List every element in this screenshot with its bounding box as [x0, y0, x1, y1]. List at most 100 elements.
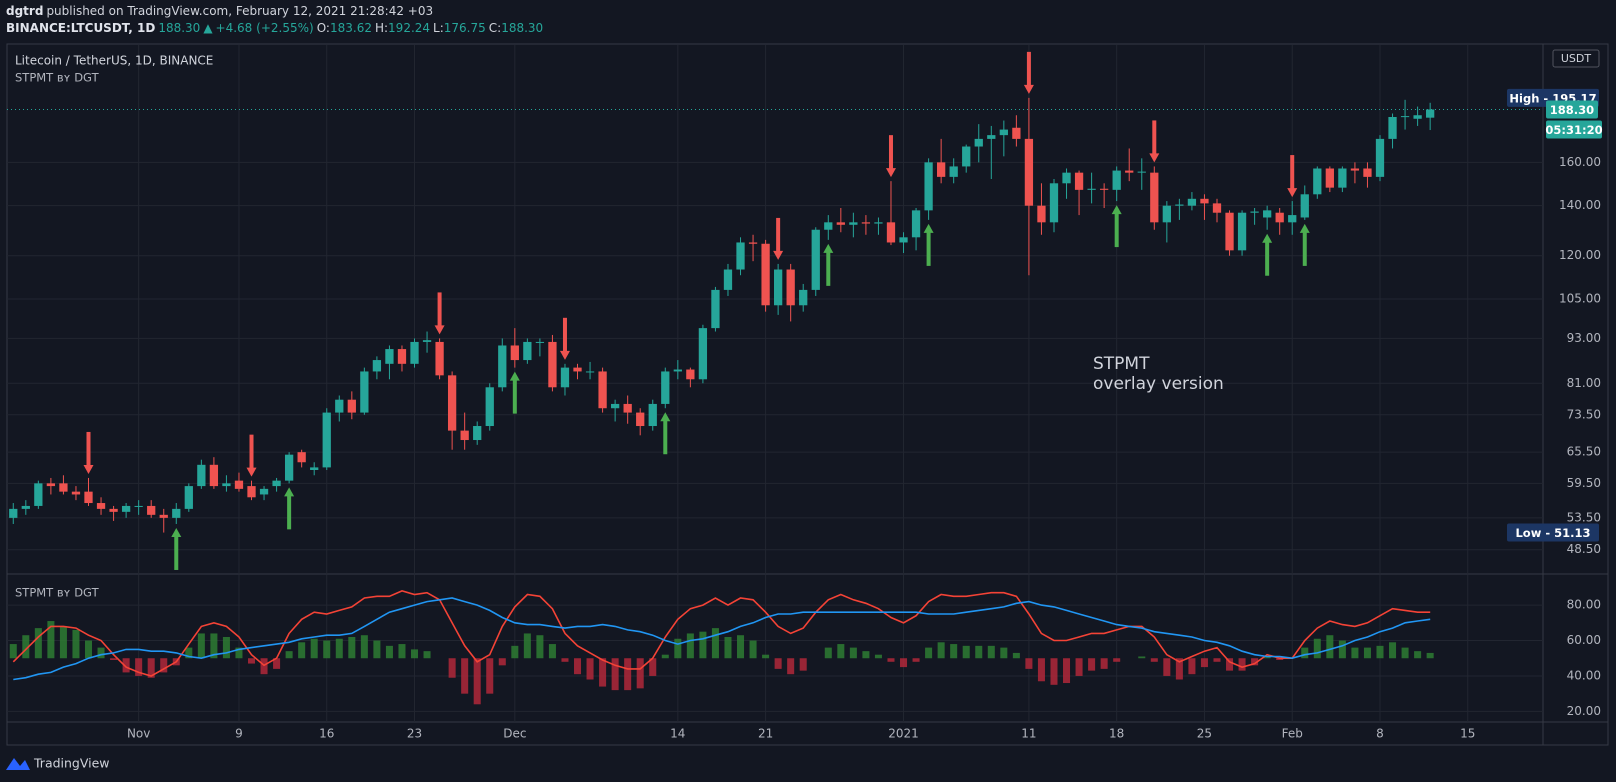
x-tick-label: Feb: [1282, 727, 1303, 741]
candle-body: [1263, 210, 1272, 218]
histogram-bar: [1251, 658, 1259, 666]
histogram-bar: [1138, 656, 1146, 659]
arrow-head: [171, 527, 182, 537]
brand-logo: [6, 758, 30, 770]
arrow-head: [1149, 153, 1160, 163]
arrow-head: [246, 467, 257, 477]
candle-body: [134, 505, 143, 507]
y-tick-label: 65.50: [1567, 445, 1601, 459]
ohlc-label: H:: [374, 21, 389, 35]
histogram-bar: [298, 642, 306, 659]
header-line-2: BINANCE:LTCUSDT, 1D 188.30 ▲ +4.68 (+2.55%)…: [6, 20, 549, 37]
low-marker: Low - 51.13: [1515, 526, 1590, 540]
candle-body: [197, 464, 206, 487]
candle-body: [498, 345, 507, 388]
last-price-box: [1546, 100, 1598, 119]
histogram-bar: [561, 658, 569, 662]
candle-body: [1400, 116, 1410, 118]
histogram-bar: [72, 629, 80, 659]
histogram-bar: [160, 658, 168, 673]
candle-body: [84, 491, 93, 504]
x-tick-label: 25: [1197, 727, 1212, 741]
candle-body: [1175, 204, 1184, 206]
candle-body: [209, 464, 219, 487]
candle-body: [937, 162, 946, 177]
histogram-bar: [1414, 651, 1422, 659]
x-tick-label: 16: [319, 727, 334, 741]
histogram-bar: [210, 633, 218, 659]
histogram-bar: [461, 658, 469, 694]
arrow-head: [823, 243, 834, 253]
histogram-bar: [624, 658, 632, 691]
buy-signal: [1111, 205, 1122, 248]
sell-signal: [559, 317, 570, 360]
arrow-shaft: [86, 431, 91, 466]
histogram-bar: [724, 636, 732, 659]
candle-body: [1325, 168, 1334, 188]
y-tick-label: 160.00: [1559, 155, 1601, 169]
histogram-bar: [925, 647, 933, 659]
x-tick-label: 9: [235, 727, 243, 741]
histogram-bar: [749, 640, 757, 659]
histogram-bar: [34, 628, 42, 659]
symbol: BINANCE:LTCUSDT, 1D: [6, 21, 156, 35]
histogram-bar: [1037, 658, 1045, 682]
ohlc-value: 183.62: [329, 21, 372, 35]
histogram-bar: [574, 658, 582, 675]
histogram-bar: [1000, 647, 1008, 659]
histogram-bar: [147, 658, 155, 678]
candle-body: [59, 483, 68, 492]
chart-title: Litecoin / TetherUS, 1D, BINANCE: [15, 54, 213, 68]
header: dgtrd published on TradingView.com, Febru…: [6, 3, 549, 37]
arrow-shaft: [437, 292, 442, 327]
candle-body: [397, 349, 407, 364]
histogram-bar: [611, 658, 619, 691]
ohlc-label: O:: [316, 21, 330, 35]
candle-body: [1112, 170, 1121, 190]
histogram-bar: [862, 651, 870, 659]
histogram-bar: [599, 658, 607, 687]
candle-body: [335, 399, 344, 413]
arrow-shaft: [1026, 51, 1031, 86]
histogram-bar: [285, 651, 293, 659]
arrow-shaft: [1265, 241, 1270, 276]
candle-body: [447, 375, 457, 431]
arrow-shaft: [1302, 231, 1307, 266]
candle-body: [9, 508, 18, 518]
indicator-title: STPMT ʙʏ DGT: [15, 586, 100, 600]
histogram-bar: [950, 644, 958, 659]
y-tick-label: 93.00: [1567, 331, 1601, 345]
histogram-bar: [699, 631, 707, 659]
annotation: STPMT: [1093, 354, 1150, 374]
histogram-bar: [122, 658, 130, 673]
histogram-bar: [1238, 658, 1246, 671]
buy-signal: [823, 243, 834, 286]
sell-signal: [1287, 155, 1298, 198]
arrow-shaft: [888, 135, 893, 170]
buy-signal: [284, 487, 295, 530]
histogram-bar: [975, 645, 983, 659]
candle-body: [222, 483, 231, 487]
sell-signal: [773, 217, 784, 260]
candle-body: [648, 403, 657, 427]
y-tick-label: 53.50: [1567, 510, 1601, 524]
histogram-bar: [185, 647, 193, 659]
candle-body: [234, 480, 244, 489]
histogram-bar: [1351, 647, 1359, 659]
candle-body: [272, 480, 281, 487]
candle-body: [147, 505, 156, 515]
histogram-bar: [887, 658, 895, 662]
candle-body: [1388, 116, 1397, 139]
candle-body: [736, 242, 745, 270]
ohlc-label: C:: [488, 21, 502, 35]
candle-body: [811, 229, 820, 290]
candle-body: [874, 222, 883, 224]
histogram-bar: [799, 658, 807, 671]
histogram-bar: [937, 642, 945, 659]
last-price: 188.30: [1550, 103, 1594, 117]
candle-body: [460, 430, 469, 441]
candle-body: [473, 426, 482, 441]
arrow-shaft: [512, 379, 517, 414]
countdown: 05:31:20: [1545, 123, 1602, 137]
histogram-bar: [84, 640, 93, 659]
